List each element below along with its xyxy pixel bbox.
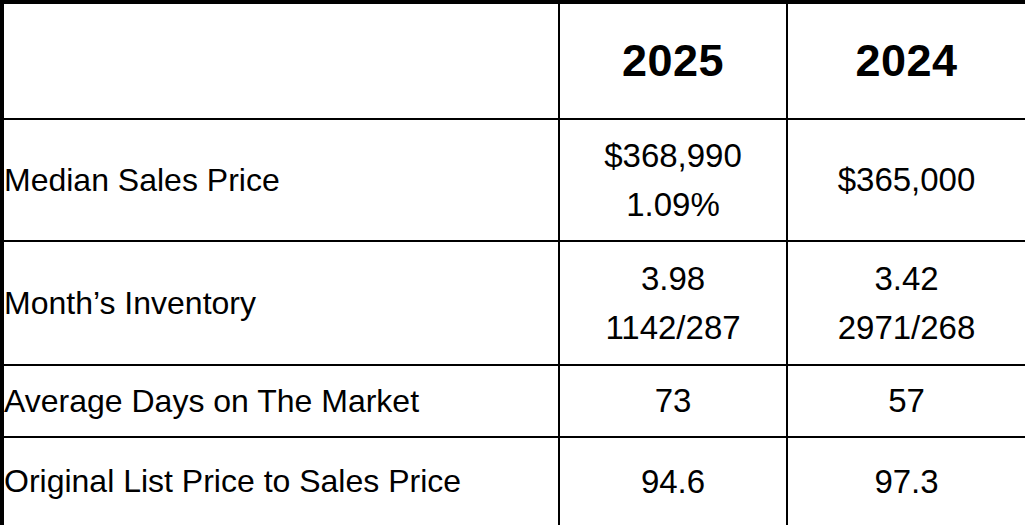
value-median-sales-price-2025: $368,990 1.09% — [559, 119, 787, 241]
value-months-inventory-2024: 3.42 2971/268 — [787, 241, 1025, 365]
row-label-list-price-to-sales-price: Original List Price to Sales Price — [2, 437, 559, 525]
value-list-price-to-sales-price-2024: 97.3 — [787, 437, 1025, 525]
value-average-days-on-market-2024: 57 — [787, 365, 1025, 437]
table-row-median-sales-price: Median Sales Price $368,990 1.09% $365,0… — [2, 119, 1025, 241]
row-label-months-inventory: Month’s Inventory — [2, 241, 559, 365]
table-row-average-days-on-market: Average Days on The Market 73 57 — [2, 365, 1025, 437]
value-list-price-to-sales-price-2025: 94.6 — [559, 437, 787, 525]
header-cell-2024: 2024 — [787, 2, 1025, 119]
value-average-days-on-market-2025: 73 — [559, 365, 787, 437]
table-row-months-inventory: Month’s Inventory 3.98 1142/287 3.42 297… — [2, 241, 1025, 365]
table-row-list-price-to-sales-price: Original List Price to Sales Price 94.6 … — [2, 437, 1025, 525]
value-months-inventory-2025: 3.98 1142/287 — [559, 241, 787, 365]
row-label-average-days-on-market: Average Days on The Market — [2, 365, 559, 437]
header-row: 2025 2024 — [2, 2, 1025, 119]
header-cell-2025: 2025 — [559, 2, 787, 119]
row-label-median-sales-price: Median Sales Price — [2, 119, 559, 241]
header-cell-blank — [2, 2, 559, 119]
market-stats-table: 2025 2024 Median Sales Price $368,990 1.… — [0, 0, 1025, 525]
value-median-sales-price-2024: $365,000 — [787, 119, 1025, 241]
